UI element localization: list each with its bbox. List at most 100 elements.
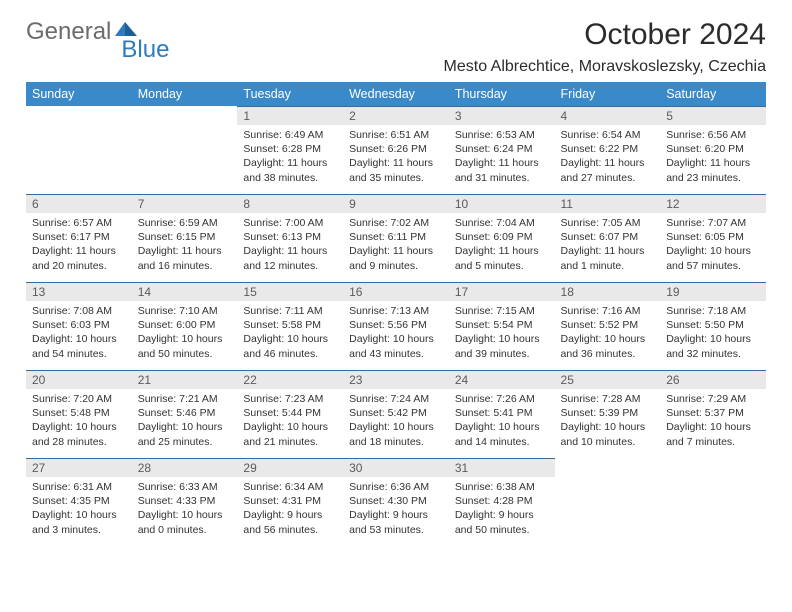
column-header: Friday bbox=[555, 82, 661, 106]
day-number: 20 bbox=[26, 370, 132, 389]
page-title: October 2024 bbox=[584, 18, 766, 52]
day-details: Sunrise: 7:23 AMSunset: 5:44 PMDaylight:… bbox=[237, 389, 343, 455]
calendar-day-cell bbox=[26, 106, 132, 194]
calendar-day-cell: 12Sunrise: 7:07 AMSunset: 6:05 PMDayligh… bbox=[660, 194, 766, 282]
calendar-day-cell bbox=[660, 458, 766, 546]
calendar-day-cell: 21Sunrise: 7:21 AMSunset: 5:46 PMDayligh… bbox=[132, 370, 238, 458]
day-number: 8 bbox=[237, 194, 343, 213]
day-details: Sunrise: 7:08 AMSunset: 6:03 PMDaylight:… bbox=[26, 301, 132, 367]
calendar-week-row: 13Sunrise: 7:08 AMSunset: 6:03 PMDayligh… bbox=[26, 282, 766, 370]
day-details: Sunrise: 7:16 AMSunset: 5:52 PMDaylight:… bbox=[555, 301, 661, 367]
calendar-day-cell bbox=[132, 106, 238, 194]
day-details: Sunrise: 7:02 AMSunset: 6:11 PMDaylight:… bbox=[343, 213, 449, 279]
day-number: 19 bbox=[660, 282, 766, 301]
day-number: 22 bbox=[237, 370, 343, 389]
day-details: Sunrise: 6:54 AMSunset: 6:22 PMDaylight:… bbox=[555, 125, 661, 191]
calendar-day-cell: 17Sunrise: 7:15 AMSunset: 5:54 PMDayligh… bbox=[449, 282, 555, 370]
calendar-day-cell: 2Sunrise: 6:51 AMSunset: 6:26 PMDaylight… bbox=[343, 106, 449, 194]
day-details: Sunrise: 7:05 AMSunset: 6:07 PMDaylight:… bbox=[555, 213, 661, 279]
calendar-day-cell: 10Sunrise: 7:04 AMSunset: 6:09 PMDayligh… bbox=[449, 194, 555, 282]
column-header: Monday bbox=[132, 82, 238, 106]
logo-word-blue: Blue bbox=[121, 36, 169, 64]
day-details: Sunrise: 6:38 AMSunset: 4:28 PMDaylight:… bbox=[449, 477, 555, 543]
day-number: 28 bbox=[132, 458, 238, 477]
day-number: 5 bbox=[660, 106, 766, 125]
calendar-day-cell: 26Sunrise: 7:29 AMSunset: 5:37 PMDayligh… bbox=[660, 370, 766, 458]
day-details: Sunrise: 6:51 AMSunset: 6:26 PMDaylight:… bbox=[343, 125, 449, 191]
day-details: Sunrise: 7:00 AMSunset: 6:13 PMDaylight:… bbox=[237, 213, 343, 279]
day-details: Sunrise: 7:18 AMSunset: 5:50 PMDaylight:… bbox=[660, 301, 766, 367]
calendar-week-row: 20Sunrise: 7:20 AMSunset: 5:48 PMDayligh… bbox=[26, 370, 766, 458]
calendar-day-cell: 3Sunrise: 6:53 AMSunset: 6:24 PMDaylight… bbox=[449, 106, 555, 194]
day-number: 29 bbox=[237, 458, 343, 477]
day-number: 26 bbox=[660, 370, 766, 389]
day-number: 18 bbox=[555, 282, 661, 301]
calendar-day-cell: 18Sunrise: 7:16 AMSunset: 5:52 PMDayligh… bbox=[555, 282, 661, 370]
logo: General Blue bbox=[26, 18, 191, 46]
calendar-day-cell: 9Sunrise: 7:02 AMSunset: 6:11 PMDaylight… bbox=[343, 194, 449, 282]
day-number: 3 bbox=[449, 106, 555, 125]
day-number: 11 bbox=[555, 194, 661, 213]
day-number: 17 bbox=[449, 282, 555, 301]
calendar-day-cell: 13Sunrise: 7:08 AMSunset: 6:03 PMDayligh… bbox=[26, 282, 132, 370]
day-number: 13 bbox=[26, 282, 132, 301]
day-number: 9 bbox=[343, 194, 449, 213]
day-number: 31 bbox=[449, 458, 555, 477]
day-details: Sunrise: 6:49 AMSunset: 6:28 PMDaylight:… bbox=[237, 125, 343, 191]
day-details: Sunrise: 6:56 AMSunset: 6:20 PMDaylight:… bbox=[660, 125, 766, 191]
calendar-week-row: 1Sunrise: 6:49 AMSunset: 6:28 PMDaylight… bbox=[26, 106, 766, 194]
calendar-day-cell: 31Sunrise: 6:38 AMSunset: 4:28 PMDayligh… bbox=[449, 458, 555, 546]
day-details: Sunrise: 7:21 AMSunset: 5:46 PMDaylight:… bbox=[132, 389, 238, 455]
day-number: 2 bbox=[343, 106, 449, 125]
calendar-day-cell: 22Sunrise: 7:23 AMSunset: 5:44 PMDayligh… bbox=[237, 370, 343, 458]
day-details: Sunrise: 6:57 AMSunset: 6:17 PMDaylight:… bbox=[26, 213, 132, 279]
day-number: 6 bbox=[26, 194, 132, 213]
calendar-day-cell bbox=[555, 458, 661, 546]
day-details: Sunrise: 7:20 AMSunset: 5:48 PMDaylight:… bbox=[26, 389, 132, 455]
calendar-day-cell: 23Sunrise: 7:24 AMSunset: 5:42 PMDayligh… bbox=[343, 370, 449, 458]
calendar-day-cell: 25Sunrise: 7:28 AMSunset: 5:39 PMDayligh… bbox=[555, 370, 661, 458]
day-details: Sunrise: 6:33 AMSunset: 4:33 PMDaylight:… bbox=[132, 477, 238, 543]
calendar-day-cell: 19Sunrise: 7:18 AMSunset: 5:50 PMDayligh… bbox=[660, 282, 766, 370]
calendar-day-cell: 29Sunrise: 6:34 AMSunset: 4:31 PMDayligh… bbox=[237, 458, 343, 546]
day-number: 14 bbox=[132, 282, 238, 301]
day-number: 7 bbox=[132, 194, 238, 213]
day-details: Sunrise: 7:28 AMSunset: 5:39 PMDaylight:… bbox=[555, 389, 661, 455]
day-details: Sunrise: 7:24 AMSunset: 5:42 PMDaylight:… bbox=[343, 389, 449, 455]
day-details: Sunrise: 7:10 AMSunset: 6:00 PMDaylight:… bbox=[132, 301, 238, 367]
day-number: 30 bbox=[343, 458, 449, 477]
calendar-week-row: 27Sunrise: 6:31 AMSunset: 4:35 PMDayligh… bbox=[26, 458, 766, 546]
day-number: 24 bbox=[449, 370, 555, 389]
calendar-day-cell: 30Sunrise: 6:36 AMSunset: 4:30 PMDayligh… bbox=[343, 458, 449, 546]
calendar-day-cell: 20Sunrise: 7:20 AMSunset: 5:48 PMDayligh… bbox=[26, 370, 132, 458]
day-number: 16 bbox=[343, 282, 449, 301]
day-number: 10 bbox=[449, 194, 555, 213]
day-number: 15 bbox=[237, 282, 343, 301]
day-details: Sunrise: 6:53 AMSunset: 6:24 PMDaylight:… bbox=[449, 125, 555, 191]
calendar-day-cell: 14Sunrise: 7:10 AMSunset: 6:00 PMDayligh… bbox=[132, 282, 238, 370]
day-details: Sunrise: 7:11 AMSunset: 5:58 PMDaylight:… bbox=[237, 301, 343, 367]
calendar-day-cell: 6Sunrise: 6:57 AMSunset: 6:17 PMDaylight… bbox=[26, 194, 132, 282]
day-details: Sunrise: 7:04 AMSunset: 6:09 PMDaylight:… bbox=[449, 213, 555, 279]
day-details: Sunrise: 6:59 AMSunset: 6:15 PMDaylight:… bbox=[132, 213, 238, 279]
calendar-day-cell: 15Sunrise: 7:11 AMSunset: 5:58 PMDayligh… bbox=[237, 282, 343, 370]
calendar-day-cell: 8Sunrise: 7:00 AMSunset: 6:13 PMDaylight… bbox=[237, 194, 343, 282]
calendar-day-cell: 5Sunrise: 6:56 AMSunset: 6:20 PMDaylight… bbox=[660, 106, 766, 194]
day-details: Sunrise: 7:26 AMSunset: 5:41 PMDaylight:… bbox=[449, 389, 555, 455]
calendar-day-cell: 16Sunrise: 7:13 AMSunset: 5:56 PMDayligh… bbox=[343, 282, 449, 370]
logo-word-general: General bbox=[26, 18, 111, 46]
calendar-day-cell: 28Sunrise: 6:33 AMSunset: 4:33 PMDayligh… bbox=[132, 458, 238, 546]
day-details: Sunrise: 6:34 AMSunset: 4:31 PMDaylight:… bbox=[237, 477, 343, 543]
day-number: 23 bbox=[343, 370, 449, 389]
day-details: Sunrise: 7:07 AMSunset: 6:05 PMDaylight:… bbox=[660, 213, 766, 279]
day-number: 21 bbox=[132, 370, 238, 389]
calendar-week-row: 6Sunrise: 6:57 AMSunset: 6:17 PMDaylight… bbox=[26, 194, 766, 282]
column-header: Saturday bbox=[660, 82, 766, 106]
day-number: 27 bbox=[26, 458, 132, 477]
calendar-day-cell: 4Sunrise: 6:54 AMSunset: 6:22 PMDaylight… bbox=[555, 106, 661, 194]
day-details: Sunrise: 7:13 AMSunset: 5:56 PMDaylight:… bbox=[343, 301, 449, 367]
column-header: Sunday bbox=[26, 82, 132, 106]
day-number: 25 bbox=[555, 370, 661, 389]
calendar-day-cell: 24Sunrise: 7:26 AMSunset: 5:41 PMDayligh… bbox=[449, 370, 555, 458]
calendar-day-cell: 1Sunrise: 6:49 AMSunset: 6:28 PMDaylight… bbox=[237, 106, 343, 194]
